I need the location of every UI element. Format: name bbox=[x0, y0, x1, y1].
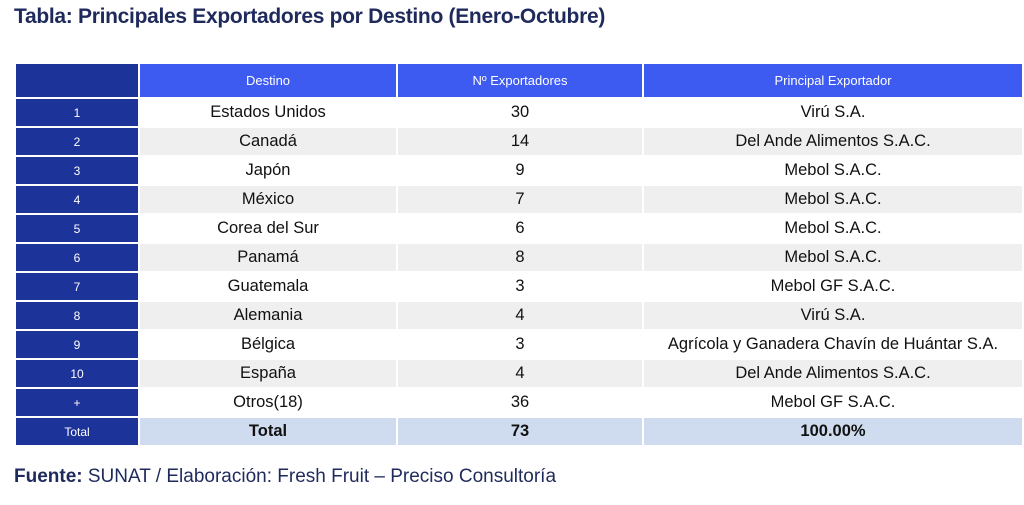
header-principal-exportador: Principal Exportador bbox=[642, 62, 1024, 99]
total-num-exportadores: 73 bbox=[396, 416, 644, 447]
cell-principal-exportador: Agrícola y Ganadera Chavín de Huántar S.… bbox=[642, 329, 1024, 360]
row-index: 8 bbox=[14, 300, 140, 331]
cell-principal-exportador: Mebol GF S.A.C. bbox=[642, 387, 1024, 418]
row-index: 1 bbox=[14, 97, 140, 128]
cell-num-exportadores: 30 bbox=[396, 97, 644, 128]
cell-destino: Alemania bbox=[138, 300, 398, 331]
table-row: 9 Bélgica 3 Agrícola y Ganadera Chavín de H… bbox=[14, 329, 1024, 360]
table-row: 8 Alemania 4 Virú S.A. bbox=[14, 300, 1024, 331]
cell-destino: Estados Unidos bbox=[138, 97, 398, 128]
cell-destino: Corea del Sur bbox=[138, 213, 398, 244]
cell-destino: Canadá bbox=[138, 126, 398, 157]
header-corner-cell bbox=[14, 62, 140, 99]
row-index: 3 bbox=[14, 155, 140, 186]
total-row: Total Total 73 100.00% bbox=[14, 416, 1024, 447]
row-index: 4 bbox=[14, 184, 140, 215]
cell-destino: Otros(18) bbox=[138, 387, 398, 418]
row-index: 2 bbox=[14, 126, 140, 157]
table-row: 2 Canadá 14 Del Ande Alimentos S.A.C. bbox=[14, 126, 1024, 157]
row-index: 6 bbox=[14, 242, 140, 273]
header-num-exportadores: Nº Exportadores bbox=[396, 62, 644, 99]
table-row: 10 España 4 Del Ande Alimentos S.A.C. bbox=[14, 358, 1024, 389]
cell-num-exportadores: 7 bbox=[396, 184, 644, 215]
table-row: 5 Corea del Sur 6 Mebol S.A.C. bbox=[14, 213, 1024, 244]
exporters-table: Destino Nº Exportadores Principal Export… bbox=[14, 62, 1024, 447]
cell-num-exportadores: 3 bbox=[396, 329, 644, 360]
total-destino: Total bbox=[138, 416, 398, 447]
cell-principal-exportador: Mebol GF S.A.C. bbox=[642, 271, 1024, 302]
total-index: Total bbox=[14, 416, 140, 447]
cell-num-exportadores: 9 bbox=[396, 155, 644, 186]
table-row: 1 Estados Unidos 30 Virú S.A. bbox=[14, 97, 1024, 128]
cell-num-exportadores: 6 bbox=[396, 213, 644, 244]
table-header-row: Destino Nº Exportadores Principal Export… bbox=[14, 62, 1024, 99]
source-label: Fuente: bbox=[14, 466, 83, 487]
cell-num-exportadores: 8 bbox=[396, 242, 644, 273]
table-row: 3 Japón 9 Mebol S.A.C. bbox=[14, 155, 1024, 186]
source-text: SUNAT / Elaboración: Fresh Fruit – Preci… bbox=[82, 466, 557, 487]
table-row: + Otros(18) 36 Mebol GF S.A.C. bbox=[14, 387, 1024, 418]
cell-principal-exportador: Mebol S.A.C. bbox=[642, 242, 1024, 273]
cell-destino: Bélgica bbox=[138, 329, 398, 360]
table-row: 4 México 7 Mebol S.A.C. bbox=[14, 184, 1024, 215]
cell-num-exportadores: 4 bbox=[396, 358, 644, 389]
row-index: 9 bbox=[14, 329, 140, 360]
cell-principal-exportador: Virú S.A. bbox=[642, 300, 1024, 331]
cell-destino: España bbox=[138, 358, 398, 389]
cell-principal-exportador: Mebol S.A.C. bbox=[642, 184, 1024, 215]
cell-principal-exportador: Del Ande Alimentos S.A.C. bbox=[642, 358, 1024, 389]
header-destino: Destino bbox=[138, 62, 398, 99]
table-row: 6 Panamá 8 Mebol S.A.C. bbox=[14, 242, 1024, 273]
table-title: Tabla: Principales Exportadores por Dest… bbox=[14, 5, 606, 28]
row-index: 7 bbox=[14, 271, 140, 302]
total-principal-exportador: 100.00% bbox=[642, 416, 1024, 447]
cell-destino: Guatemala bbox=[138, 271, 398, 302]
cell-principal-exportador: Virú S.A. bbox=[642, 97, 1024, 128]
cell-num-exportadores: 4 bbox=[396, 300, 644, 331]
cell-num-exportadores: 3 bbox=[396, 271, 644, 302]
cell-num-exportadores: 36 bbox=[396, 387, 644, 418]
cell-principal-exportador: Del Ande Alimentos S.A.C. bbox=[642, 126, 1024, 157]
row-index: + bbox=[14, 387, 140, 418]
row-index: 10 bbox=[14, 358, 140, 389]
source-note: Fuente: SUNAT / Elaboración: Fresh Fruit… bbox=[14, 466, 556, 488]
cell-destino: Japón bbox=[138, 155, 398, 186]
cell-destino: México bbox=[138, 184, 398, 215]
cell-destino: Panamá bbox=[138, 242, 398, 273]
table-body: 1 Estados Unidos 30 Virú S.A. 2 Canadá 14 Del A… bbox=[14, 97, 1024, 447]
cell-principal-exportador: Mebol S.A.C. bbox=[642, 155, 1024, 186]
cell-principal-exportador: Mebol S.A.C. bbox=[642, 213, 1024, 244]
table-row: 7 Guatemala 3 Mebol GF S.A.C. bbox=[14, 271, 1024, 302]
row-index: 5 bbox=[14, 213, 140, 244]
cell-num-exportadores: 14 bbox=[396, 126, 644, 157]
